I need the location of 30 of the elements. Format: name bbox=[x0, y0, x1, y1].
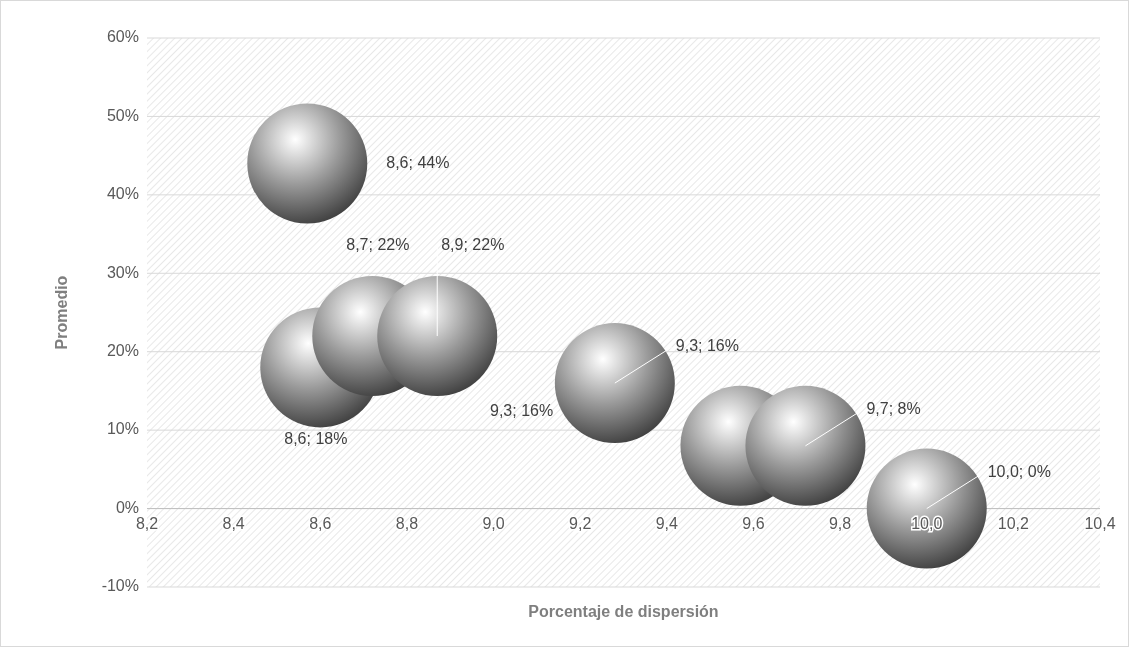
y-tick-label: 20% bbox=[106, 341, 139, 359]
x-tick-label: 9,2 bbox=[569, 514, 592, 532]
y-tick-label: 0% bbox=[115, 498, 139, 516]
data-label: 9,7; 8% bbox=[866, 400, 921, 418]
data-label: 8,6; 18% bbox=[284, 429, 348, 447]
x-tick-label: 9,6 bbox=[742, 514, 765, 532]
y-axis-title: Promedio bbox=[53, 275, 70, 350]
x-tick-label: 10,2 bbox=[997, 514, 1030, 532]
x-tick-label: 9,8 bbox=[828, 514, 852, 532]
annotation: 9,3; 16% bbox=[490, 402, 554, 419]
data-label: 9,3; 16% bbox=[675, 337, 739, 355]
y-tick-label: 60% bbox=[106, 28, 139, 46]
y-tick-label: 40% bbox=[106, 185, 139, 203]
x-tick-label: 8,6 bbox=[309, 514, 332, 532]
y-tick-label: 10% bbox=[106, 420, 139, 438]
data-label: 8,6; 44% bbox=[386, 153, 450, 171]
x-tick-label: 10,4 bbox=[1084, 514, 1116, 532]
data-label: 8,7; 22% bbox=[346, 236, 410, 254]
x-tick-label: 9,4 bbox=[655, 514, 679, 532]
y-tick-label: -10% bbox=[101, 577, 139, 595]
x-tick-label: 9,0 bbox=[482, 514, 505, 532]
data-label: 8,9; 22% bbox=[441, 236, 505, 254]
data-label: 10,0; 0% bbox=[987, 462, 1051, 480]
y-tick-label: 50% bbox=[106, 106, 139, 124]
x-tick-label: 8,4 bbox=[222, 514, 245, 532]
x-tick-label: 8,2 bbox=[135, 514, 159, 532]
x-axis-title: Porcentaje de dispersión bbox=[528, 603, 719, 620]
x-tick-label: 10,0 bbox=[911, 514, 943, 532]
y-tick-label: 30% bbox=[106, 263, 139, 281]
x-tick-label: 8,8 bbox=[395, 514, 419, 532]
